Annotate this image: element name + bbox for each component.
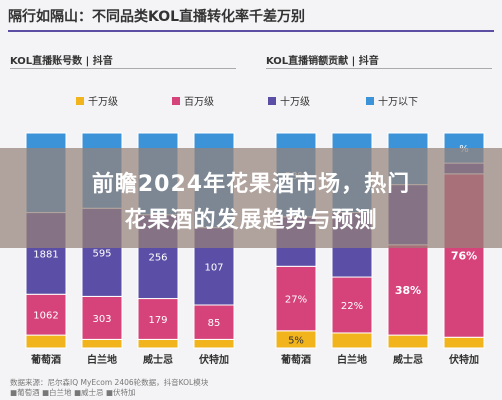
data-label-c0-1-s2: 595	[92, 248, 111, 259]
bar-c1-1-s1	[331, 276, 373, 334]
legend-label-2: 十万级	[280, 97, 310, 108]
bar-c0-3-s1	[193, 304, 235, 340]
bar-c0-0-s0	[25, 334, 67, 349]
title-rule	[8, 30, 494, 32]
footnote-line-2: ■葡萄酒 ■白兰地 ■威士忌 ■伏特加	[10, 388, 136, 397]
data-label-c1-0-s1: 27%	[285, 295, 307, 306]
right-panel-label: KOL直播销额贡献 | 抖音	[266, 56, 379, 67]
right-panel-underline	[266, 68, 492, 69]
legend-item-0: 千万级	[76, 93, 118, 108]
x-tick-c1-1: 白兰地	[337, 353, 367, 366]
bar-c1-3-s0	[443, 336, 485, 349]
x-tick-c1-2: 威士忌	[393, 353, 423, 366]
bar-c1-2-s1	[387, 244, 429, 336]
footnote-line-1: 数据来源：尼尔森IQ MyEcom 2406轮数据，抖音KOL模块	[10, 378, 209, 387]
data-label-c0-3-s2: 107	[204, 262, 223, 273]
legend-swatch-0	[76, 96, 84, 105]
page-title: 隔行如隔山：不同品类KOL直播转化率千差万别	[8, 9, 306, 25]
legend-swatch-1	[172, 96, 180, 105]
legend-item-3: 十万以下	[366, 93, 418, 108]
headline-overlay: 前瞻2024年花果酒市场，热门 花果酒的发展趋势与预测	[0, 148, 502, 248]
x-tick-c1-3: 伏特加	[448, 353, 479, 366]
bar-c0-2-s0	[137, 338, 179, 349]
legend-label-0: 千万级	[88, 97, 118, 108]
bar-c0-3-s0	[193, 338, 235, 349]
x-tick-c0-3: 伏特加	[198, 353, 229, 366]
overlay-line-2: 花果酒的发展趋势与预测	[124, 208, 378, 233]
legend-label-1: 百万级	[184, 97, 214, 108]
data-label-c1-1-s1: 22%	[341, 301, 363, 312]
legend-item-2: 十万级	[268, 93, 310, 108]
bar-c0-1-s0	[81, 338, 123, 349]
data-label-c0-2-s1: 179	[148, 315, 167, 326]
legend-label-3: 十万以下	[378, 97, 418, 108]
data-label-c1-2-s1: 38%	[395, 284, 421, 297]
data-label-c0-2-s2: 256	[148, 253, 167, 264]
data-label-c0-3-s1: 85	[208, 318, 221, 329]
x-tick-c0-1: 白兰地	[87, 353, 117, 366]
x-tick-c0-0: 葡萄酒	[30, 353, 61, 366]
data-label-c1-3-s1: 76%	[451, 250, 477, 263]
legend-item-1: 百万级	[172, 93, 214, 108]
data-label-c0-0-s2: 1881	[33, 249, 58, 260]
data-label-c0-1-s1: 303	[92, 314, 111, 325]
x-tick-c1-0: 葡萄酒	[280, 353, 311, 366]
legend-swatch-3	[366, 96, 374, 105]
legend-swatch-2	[268, 96, 276, 105]
x-tick-c0-2: 威士忌	[143, 353, 173, 366]
bar-c1-1-s0	[331, 332, 373, 349]
data-label-c0-0-s1: 1062	[33, 311, 58, 322]
footnote: 数据来源：尼尔森IQ MyEcom 2406轮数据，抖音KOL模块 ■葡萄酒 ■…	[10, 378, 208, 398]
bar-c0-1-s1	[81, 295, 123, 340]
data-label-c1-0-s0: 5%	[288, 335, 304, 346]
overlay-line-1: 前瞻2024年花果酒市场，热门	[91, 172, 411, 197]
left-panel-label: KOL直播账号数 | 抖音	[10, 56, 113, 67]
left-panel-underline	[10, 68, 236, 69]
bar-c1-0-s1	[275, 265, 317, 332]
bar-c1-2-s0	[387, 334, 429, 349]
